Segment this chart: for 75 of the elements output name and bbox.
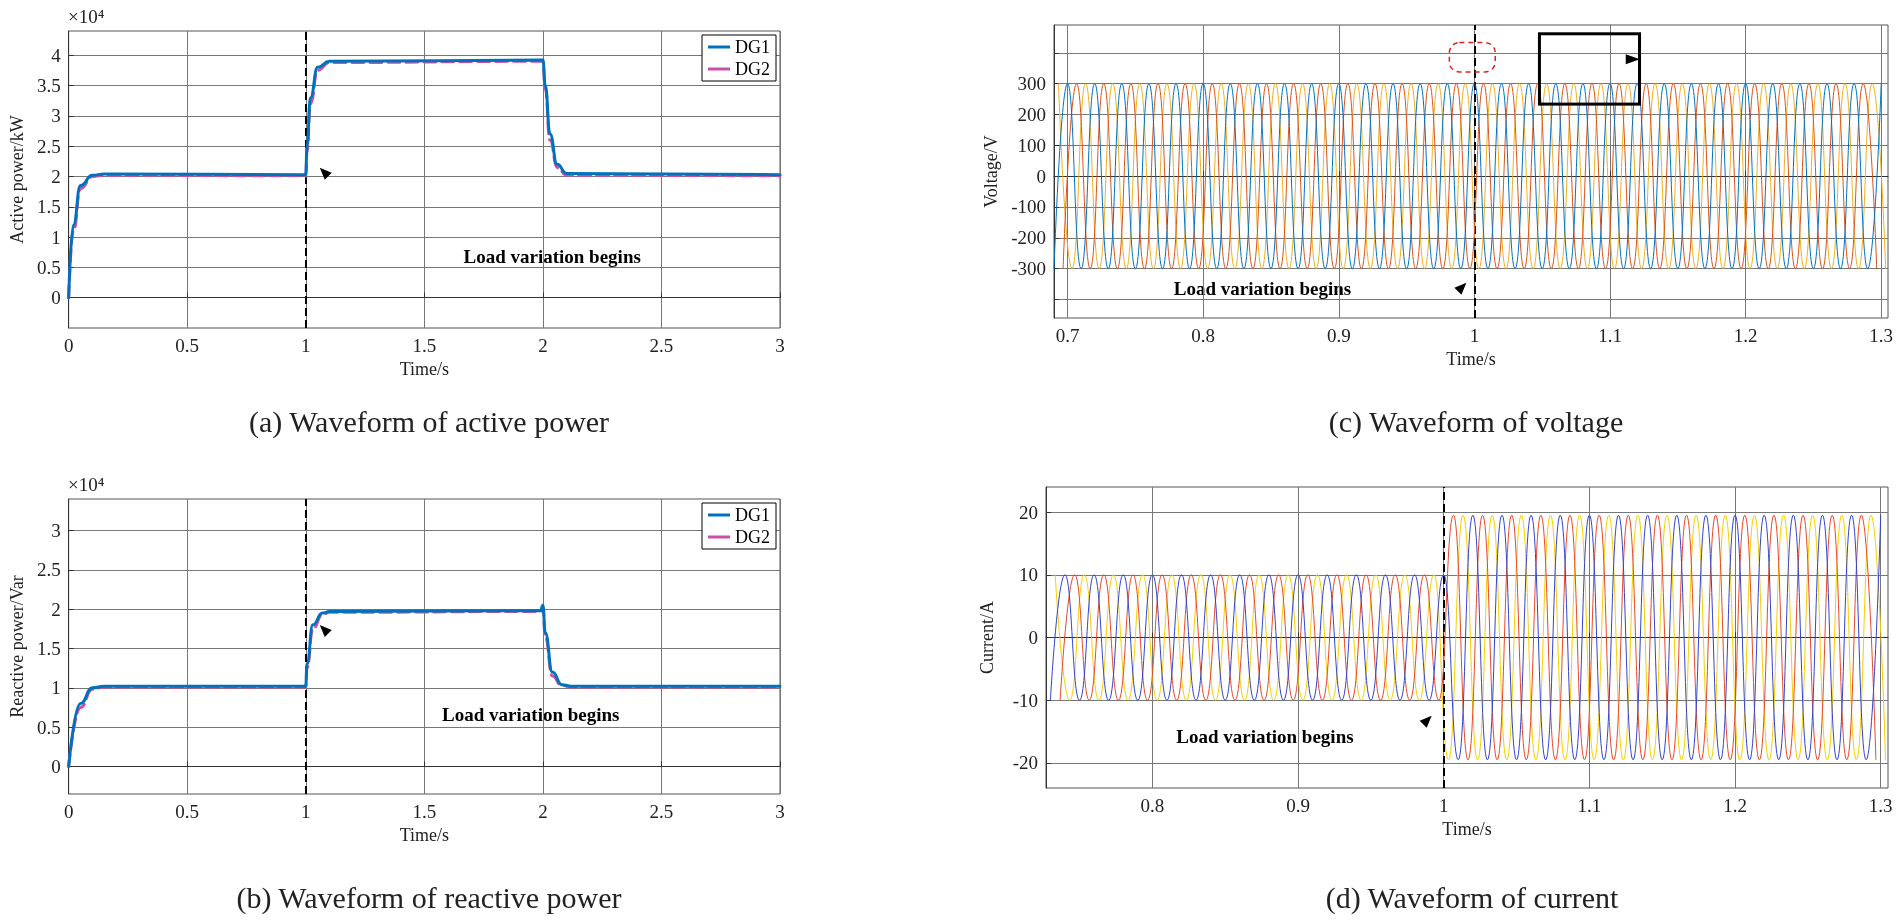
y-tick-label: -300 bbox=[1011, 258, 1046, 280]
y-axis-title: Active power/kW bbox=[7, 115, 27, 244]
y-tick-label: -200 bbox=[1011, 227, 1046, 249]
y-tick-label: 3 bbox=[51, 519, 61, 541]
x-tick-label: 0.5 bbox=[175, 801, 200, 822]
y-axis-title: Current/A bbox=[977, 601, 997, 674]
y-tick-label: 1 bbox=[51, 226, 61, 248]
x-tick-label: 0.9 bbox=[1286, 795, 1310, 816]
x-tick-label: 1 bbox=[1438, 795, 1449, 816]
x-tick-label: 1.1 bbox=[1577, 795, 1602, 816]
text: ×10⁴ bbox=[68, 6, 105, 27]
y-tick-label: 2 bbox=[51, 165, 61, 187]
y-tick-label: 1.5 bbox=[36, 637, 61, 659]
y-tick-label: 2 bbox=[51, 598, 61, 620]
y-tick-label: 200 bbox=[1017, 103, 1046, 125]
y-axis-title: Voltage/V bbox=[981, 135, 1002, 208]
text: (d) Waveform of current bbox=[1325, 880, 1620, 915]
x-tick-label: 1.3 bbox=[1869, 325, 1894, 346]
x-axis-title: Time/s bbox=[1446, 348, 1496, 369]
y-tick-label: 3 bbox=[51, 105, 61, 127]
x-tick-label: 1.1 bbox=[1598, 325, 1622, 346]
x-tick-label: 1 bbox=[1469, 325, 1480, 346]
x-tick-label: 0.5 bbox=[175, 335, 200, 356]
y-tick-label: 0.5 bbox=[36, 256, 61, 278]
x-tick-label: 2.5 bbox=[649, 801, 674, 822]
y-tick-label: -10 bbox=[1012, 689, 1038, 711]
y-tick-label: -20 bbox=[1012, 752, 1038, 774]
annotation: Load variation begins bbox=[463, 246, 641, 268]
y-tick-label: 0 bbox=[51, 287, 61, 309]
x-tick-label: 0.8 bbox=[1191, 325, 1216, 346]
x-tick-label: 1 bbox=[301, 335, 311, 356]
y-tick-label: 4 bbox=[51, 44, 62, 66]
y-tick-label: 100 bbox=[1017, 134, 1046, 156]
x-tick-label: 3 bbox=[775, 335, 785, 356]
x-tick-label: 1.2 bbox=[1723, 795, 1747, 816]
x-tick-label: 1.3 bbox=[1868, 795, 1893, 816]
legend-label: DG1 bbox=[735, 37, 770, 57]
y-tick-label: 0.5 bbox=[36, 716, 61, 738]
y-tick-label: 3.5 bbox=[36, 75, 61, 97]
y-tick-label: 2.5 bbox=[36, 135, 61, 157]
x-tick-label: 1.5 bbox=[412, 335, 437, 356]
y-tick-label: 1 bbox=[51, 677, 61, 699]
text: ×10⁴ bbox=[68, 474, 105, 495]
annotation: Load variation begins bbox=[442, 703, 620, 725]
x-tick-label: 1 bbox=[301, 801, 311, 822]
annotation: Load variation begins bbox=[1176, 726, 1354, 748]
y-tick-label: -100 bbox=[1011, 196, 1046, 218]
annotation: Load variation begins bbox=[1173, 278, 1352, 300]
y-axis-title: Reactive power/Var bbox=[7, 575, 27, 718]
x-tick-label: 0.9 bbox=[1326, 325, 1351, 346]
y-tick-label: 20 bbox=[1019, 501, 1038, 523]
y-tick-label: 1.5 bbox=[36, 196, 61, 218]
y-tick-label: 2.5 bbox=[36, 559, 61, 581]
y-tick-label: 300 bbox=[1017, 73, 1046, 95]
y-tick-label: 10 bbox=[1019, 564, 1038, 586]
legend-label: DG2 bbox=[735, 59, 770, 79]
x-axis-title: Time/s bbox=[1442, 818, 1492, 839]
x-tick-label: 0.7 bbox=[1055, 325, 1080, 346]
x-tick-label: 2.5 bbox=[649, 335, 674, 356]
x-tick-label: 3 bbox=[775, 801, 785, 822]
x-tick-label: 1.5 bbox=[412, 801, 437, 822]
x-tick-label: 2 bbox=[538, 335, 548, 356]
x-axis-title: Time/s bbox=[399, 358, 449, 379]
y-tick-label: 0 bbox=[1028, 627, 1038, 648]
x-tick-label: 2 bbox=[538, 801, 548, 822]
y-tick-label: 0 bbox=[51, 755, 61, 777]
x-tick-label: 1.2 bbox=[1733, 325, 1758, 346]
y-tick-label: 0 bbox=[1036, 165, 1046, 187]
text: (c) Waveform of voltage bbox=[1328, 404, 1624, 439]
text: (a) Waveform of active power bbox=[248, 404, 610, 439]
x-axis-title: Time/s bbox=[399, 824, 449, 845]
legend-label: DG1 bbox=[735, 505, 770, 525]
text: (b) Waveform of reactive power bbox=[236, 880, 622, 915]
x-tick-label: 0.8 bbox=[1140, 795, 1165, 816]
legend-label: DG2 bbox=[735, 527, 770, 547]
